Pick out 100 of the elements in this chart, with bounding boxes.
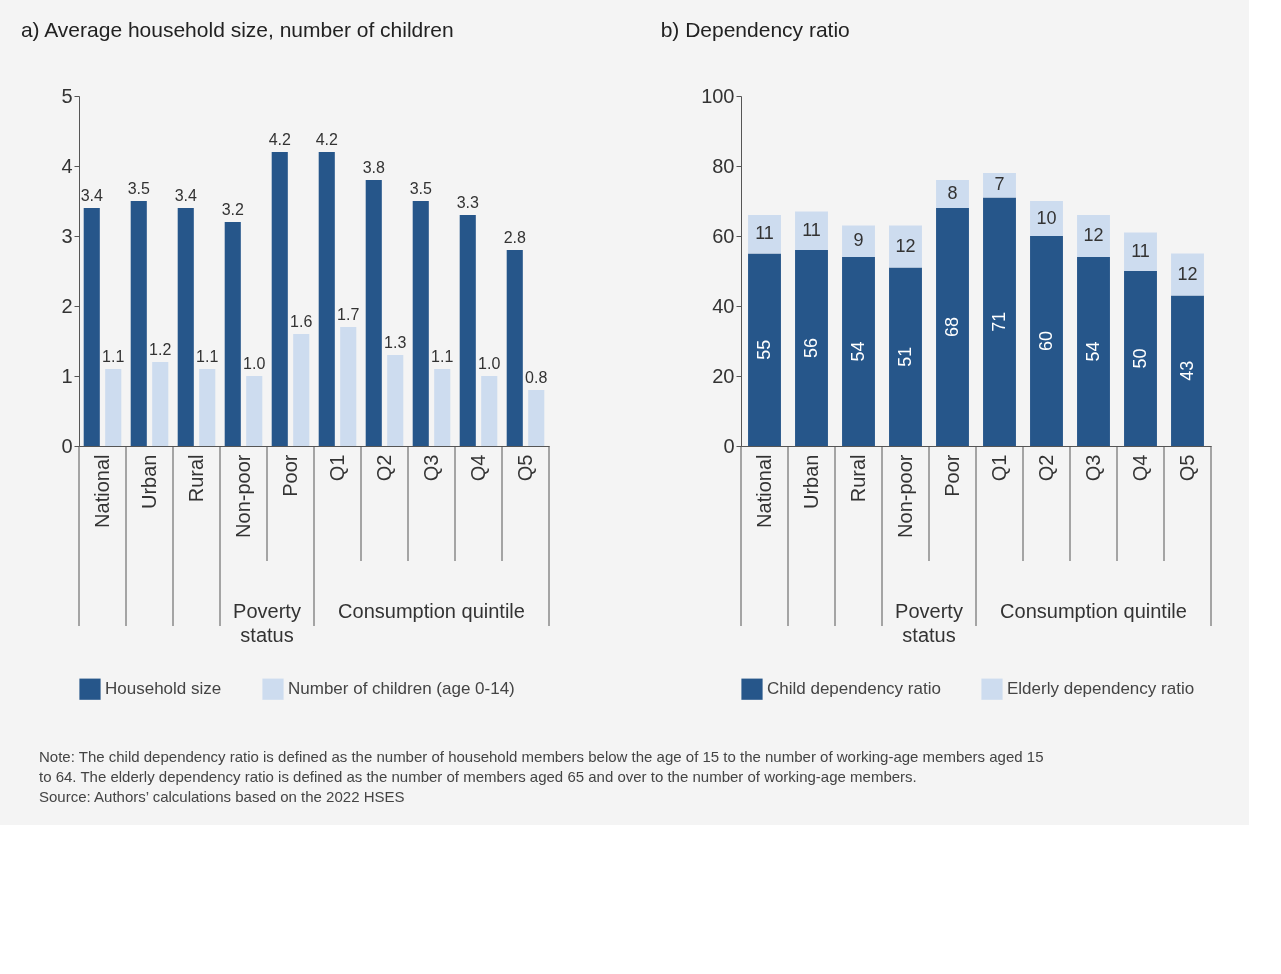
data-label: 1.1: [196, 348, 219, 365]
bar: [224, 222, 241, 446]
bar: [506, 250, 523, 446]
x-tick-label: Q4: [466, 454, 489, 482]
legend-label: Household size: [105, 679, 222, 699]
bar: [318, 152, 335, 446]
data-label: 1.0: [478, 355, 501, 372]
x-tick-label: Q5: [1175, 454, 1198, 482]
legend-label: Number of children (age 0-14): [288, 679, 515, 699]
bar: [199, 369, 216, 446]
bar: [842, 225, 875, 257]
bar: [889, 225, 922, 268]
x-tick-label: Q3: [1081, 454, 1104, 482]
bar: [1030, 236, 1063, 446]
bar: [177, 208, 194, 446]
bar: [842, 257, 875, 446]
text: Poverty status: [895, 600, 963, 646]
bar: [1171, 295, 1204, 446]
x-tick-label: National: [752, 454, 775, 528]
x-tick-label: Rural: [846, 454, 869, 503]
bar: [795, 211, 828, 250]
y-tick-label: 20: [712, 364, 735, 387]
data-label: 4.2: [268, 131, 291, 148]
chart-title: a) Average household size, number of children: [20, 18, 454, 41]
bar: [983, 173, 1016, 198]
bar: [105, 369, 122, 446]
bar: [1124, 232, 1157, 271]
y-tick-label: 5: [61, 84, 73, 107]
data-label: 1.7: [337, 306, 360, 323]
data-label: 11: [1131, 240, 1150, 261]
y-tick-label: 60: [712, 224, 735, 247]
legend-label: Child dependency ratio: [767, 679, 941, 699]
bar: [1171, 253, 1204, 296]
data-label: 1.6: [290, 313, 313, 330]
data-label: 3.4: [174, 187, 197, 204]
bar: [481, 376, 498, 446]
data-label: 3.4: [80, 187, 103, 204]
bar: [434, 369, 451, 446]
bar: [83, 208, 100, 446]
bar: [271, 152, 288, 446]
data-label: 12: [895, 235, 916, 256]
bar: [795, 250, 828, 446]
data-label: 8: [947, 183, 958, 203]
x-tick-label: Q1: [987, 454, 1010, 482]
data-label: 11: [755, 223, 774, 244]
data-label: 2.8: [503, 229, 526, 246]
bar: [1030, 201, 1063, 236]
y-tick-label: 100: [701, 84, 735, 107]
data-label: 1.3: [384, 334, 407, 351]
bar: [152, 362, 169, 446]
x-tick-label: National: [90, 454, 113, 528]
x-tick-label: Non-poor: [231, 454, 254, 538]
text: Consumption quintile: [1000, 600, 1187, 622]
bar: [130, 201, 147, 446]
y-tick-label: 0: [61, 434, 73, 457]
bar: [936, 208, 969, 446]
bar: [293, 334, 310, 446]
x-tick-label: Q4: [1128, 454, 1151, 482]
data-label: 43: [1176, 360, 1197, 381]
data-label: 12: [1083, 225, 1104, 245]
chart-title: b) Dependency ratio: [660, 18, 850, 41]
source-note: Source: Authors’ calculations based on the 2022 HSES: [39, 788, 405, 805]
x-tick-label: Non-poor: [893, 454, 916, 538]
data-label: 1.1: [431, 348, 454, 365]
data-label: 54: [1082, 341, 1103, 362]
data-label: 12: [1177, 263, 1198, 284]
bar: [748, 253, 781, 446]
data-label: 56: [800, 337, 821, 359]
text: Consumption quintile: [338, 600, 525, 622]
data-label: 7: [994, 174, 1005, 195]
data-label: 60: [1035, 330, 1056, 352]
data-label: 9: [853, 230, 864, 251]
data-label: 55: [753, 339, 774, 360]
y-tick-label: 40: [712, 294, 735, 317]
bar: [387, 355, 404, 446]
data-label: 50: [1129, 348, 1150, 369]
data-label: 54: [847, 341, 868, 362]
data-label: 68: [941, 316, 962, 338]
x-tick-label: Urban: [137, 454, 160, 509]
bar: [365, 180, 382, 446]
y-tick-label: 1: [61, 364, 73, 387]
bar: [412, 201, 429, 446]
bar: [889, 267, 922, 446]
x-tick-label: Q1: [325, 454, 348, 482]
data-label: 1.2: [149, 341, 172, 358]
data-label: 3.3: [456, 194, 479, 211]
data-label: 1.1: [102, 348, 125, 365]
data-label: 71: [988, 311, 1009, 332]
y-tick-label: 0: [723, 434, 735, 457]
x-tick-label: Q5: [513, 454, 536, 482]
y-tick-label: 4: [61, 154, 73, 177]
bar: [1077, 215, 1110, 257]
data-label: 3.5: [409, 180, 432, 197]
y-tick-label: 3: [61, 224, 73, 247]
x-tick-label: Urban: [799, 454, 822, 509]
text: Note: The child dependency ratio is defined as the number of household members below the age of 15 to the number of working-age members aged 15 to 64. The elderly dependency ratio is defined as the number of members aged 65 and over to the number of working-age members.: [39, 748, 1044, 785]
y-tick-label: 2: [61, 294, 73, 317]
x-tick-label: Q3: [419, 454, 442, 482]
x-tick-label: Poor: [278, 454, 301, 497]
legend-label: Elderly dependency ratio: [1007, 679, 1195, 699]
